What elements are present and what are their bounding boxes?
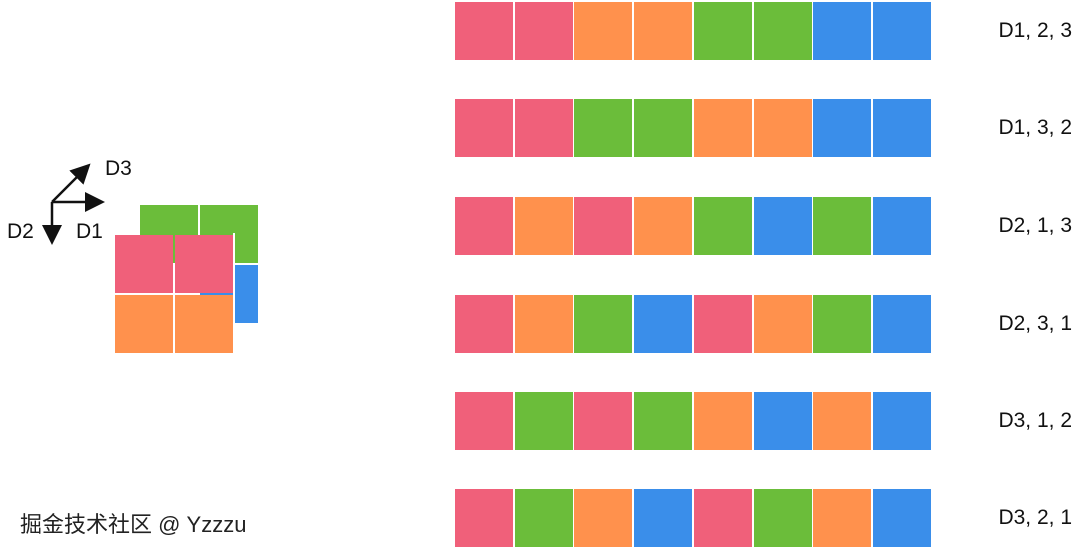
layout-cell [693, 392, 752, 450]
layout-cell [574, 295, 633, 353]
layout-label: D1, 3, 2 [998, 116, 1072, 139]
watermark: 掘金技术社区 @ Yzzzu [20, 512, 247, 537]
layout-cell [813, 99, 872, 157]
layout-label: D3, 2, 1 [998, 506, 1072, 529]
layout-cell [455, 99, 513, 157]
cube-front-cell [175, 235, 233, 293]
layout-cell [813, 197, 872, 255]
layout-cell [872, 489, 931, 547]
layout-cell [634, 99, 693, 157]
layout-cell [634, 392, 693, 450]
layout-label: D3, 1, 2 [998, 409, 1072, 432]
layout-cell [514, 392, 573, 450]
layout-label: D1, 2, 3 [998, 19, 1072, 42]
cube-front-cell [175, 295, 233, 353]
layout-cell [634, 489, 693, 547]
layout-cell [872, 295, 931, 353]
layout-cell [693, 295, 752, 353]
layout-cell [753, 197, 812, 255]
layout-cell [693, 99, 752, 157]
layout-cell [813, 295, 872, 353]
layout-cell [455, 392, 513, 450]
layout-label: D2, 1, 3 [998, 214, 1072, 237]
layout-cell [634, 197, 693, 255]
axes-arrows [42, 163, 105, 245]
d3-label: D3 [105, 157, 132, 180]
layout-cell [693, 2, 752, 60]
d1-label: D1 [76, 220, 103, 243]
cube-front-cell [115, 295, 173, 353]
layout-cell [574, 99, 633, 157]
layout-cell [514, 2, 573, 60]
layout-cell [574, 197, 633, 255]
layout-label: D2, 3, 1 [998, 312, 1072, 335]
layout-cell [634, 295, 693, 353]
layout-cell [634, 2, 693, 60]
d2-label: D2 [7, 220, 34, 243]
layout-cell [872, 197, 931, 255]
cube-front-cell [115, 235, 173, 293]
layout-cell [872, 99, 931, 157]
layout-cell [813, 489, 872, 547]
layout-cell [813, 392, 872, 450]
layout-cell [872, 2, 931, 60]
layout-cell [574, 2, 633, 60]
layout-cell [753, 99, 812, 157]
layout-cell [514, 295, 573, 353]
layout-cell [514, 197, 573, 255]
layout-cell [872, 392, 931, 450]
layout-cell [753, 392, 812, 450]
layout-cell [455, 2, 513, 60]
layout-cell [455, 489, 513, 547]
layout-cell [514, 99, 573, 157]
layout-cell [753, 295, 812, 353]
layout-cell [455, 295, 513, 353]
layout-cell [693, 489, 752, 547]
d3-arrow [51, 163, 91, 203]
layout-cell [574, 489, 633, 547]
layout-cell [574, 392, 633, 450]
layout-cell [455, 197, 513, 255]
layout-cell [514, 489, 573, 547]
layout-cell [753, 489, 812, 547]
layout-cell [753, 2, 812, 60]
layout-cell [693, 197, 752, 255]
layout-cell [813, 2, 872, 60]
